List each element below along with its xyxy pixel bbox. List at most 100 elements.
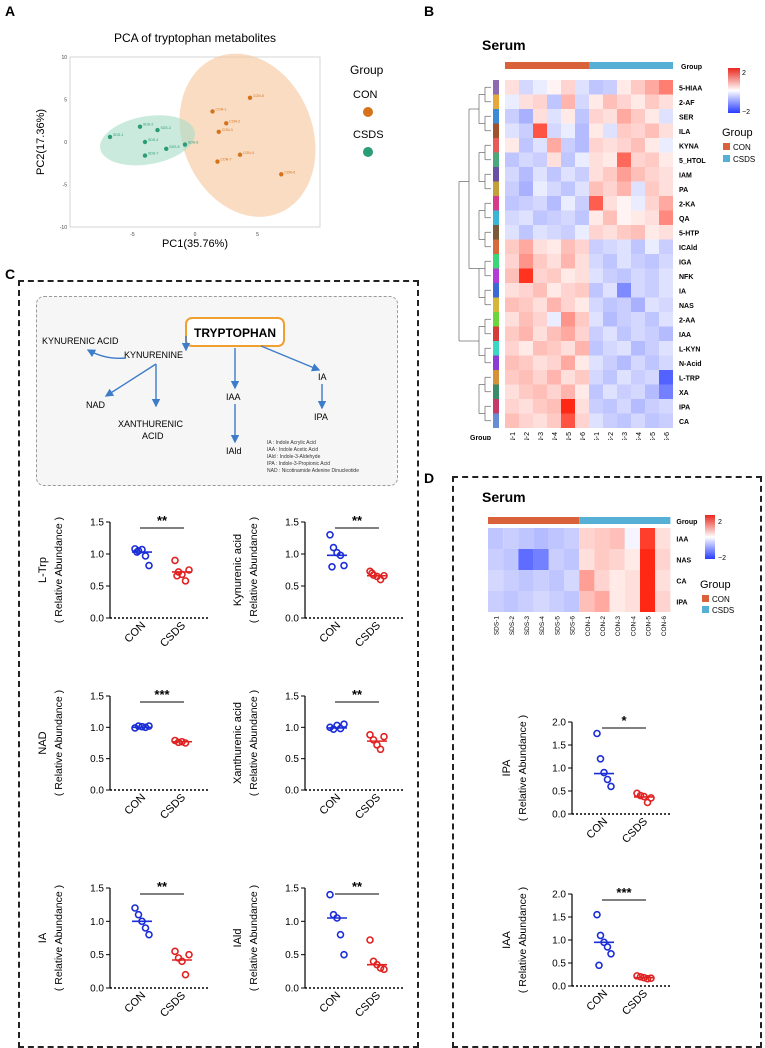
con-point	[215, 159, 220, 164]
heat-cell	[561, 413, 575, 428]
heat-cell	[561, 254, 575, 269]
row-annotation	[493, 413, 499, 428]
heat-cell	[533, 268, 547, 283]
csds-point	[142, 153, 148, 158]
csds-ellipse	[100, 115, 195, 166]
pathway-note: NAD : Nicotinamide Adenine Dinucleotide	[267, 468, 359, 474]
y-tick-label: 1.5	[90, 518, 104, 529]
heat-cell	[505, 326, 519, 341]
pca-ytick: -10	[60, 225, 67, 231]
heat-cell	[659, 413, 673, 428]
row-annotation	[493, 167, 499, 182]
con-dot	[145, 930, 153, 939]
con-point	[279, 172, 284, 177]
heat-cell	[575, 123, 589, 138]
heat-col-label: CON-5	[566, 432, 573, 440]
heat-cell	[488, 591, 504, 612]
heat-row-label: IA	[679, 288, 686, 295]
heat-cell	[609, 528, 625, 549]
con-dot	[596, 754, 605, 763]
heat-col-label: CON-3	[615, 616, 622, 637]
heat-cell	[631, 80, 645, 95]
heat-cell	[659, 283, 673, 298]
heat-cell	[659, 138, 673, 153]
con-dot	[600, 768, 608, 777]
row-annotation	[493, 138, 499, 153]
y-axis-title: IAld	[232, 929, 244, 948]
heat-cell	[519, 283, 533, 298]
acid-label: ACID	[142, 431, 164, 441]
heat-cell	[624, 549, 640, 570]
row-annotation	[493, 370, 499, 385]
y-tick-label: 0.0	[285, 786, 299, 797]
heat-cell	[533, 326, 547, 341]
heat-cell	[603, 225, 617, 240]
heat-row-label: IAM	[679, 172, 692, 179]
csds-dot	[376, 745, 385, 754]
heat-cell	[547, 109, 561, 124]
heat-cell	[645, 109, 659, 124]
heat-cell	[518, 528, 534, 549]
y-tick-label: 0.5	[285, 754, 299, 765]
heat-cell	[624, 591, 640, 612]
heat-cell	[631, 355, 645, 370]
heat-row-label: IGA	[679, 259, 691, 266]
heat-cell	[505, 254, 519, 269]
heat-cell	[533, 138, 547, 153]
heat-cell	[645, 384, 659, 399]
heat-cell	[659, 370, 673, 385]
heat-cell	[547, 312, 561, 327]
heat-legend-label: CON	[712, 595, 730, 604]
heat-cell	[640, 591, 656, 612]
row-annotation	[493, 94, 499, 109]
tryptophan-label: TRYPTOPHAN	[194, 326, 276, 340]
heat-cell	[519, 297, 533, 312]
heat-cell	[589, 94, 603, 109]
heat-cell	[645, 268, 659, 283]
heat-cell	[589, 239, 603, 254]
csds-dot	[643, 798, 652, 807]
heat-cell	[561, 283, 575, 298]
heat-cell	[579, 528, 595, 549]
heat-cell	[631, 225, 645, 240]
heat-cell	[505, 138, 519, 153]
heat-cell	[603, 341, 617, 356]
heat-cell	[561, 123, 575, 138]
y-tick-label: 1.5	[552, 913, 566, 924]
heat-cell	[519, 138, 533, 153]
heat-cell	[624, 528, 640, 549]
heat-col-label: SDS-3	[622, 432, 629, 440]
heat-cell	[631, 167, 645, 182]
con-point	[224, 121, 229, 126]
heat-cell	[575, 167, 589, 182]
heat-cell	[547, 254, 561, 269]
x-category-label: CON	[584, 988, 610, 1014]
y-axis-title: IPA	[501, 759, 513, 777]
scale-min: −2	[718, 555, 726, 562]
heat-row-label: 5-HTP	[679, 230, 700, 237]
row-annotation	[493, 268, 499, 283]
row-annotation	[493, 239, 499, 254]
heat-cell	[547, 283, 561, 298]
heat-cell	[645, 94, 659, 109]
heat-cell	[589, 225, 603, 240]
heat-cell	[645, 312, 659, 327]
heat-cell	[579, 591, 595, 612]
row-annotation	[493, 312, 499, 327]
heat-cell	[561, 138, 575, 153]
heat-cell	[617, 297, 631, 312]
heat-cell	[594, 591, 610, 612]
con-point	[210, 109, 215, 114]
pca-xtick: 5	[256, 232, 259, 238]
heat-col-label: CON-1	[510, 432, 517, 440]
heat-cell	[503, 528, 519, 549]
heat-cell	[519, 399, 533, 414]
heat-col-label: SDS-5	[554, 616, 561, 636]
con-dot	[603, 775, 612, 784]
heat-cell	[533, 225, 547, 240]
heat-cell	[617, 239, 631, 254]
heat-cell	[575, 326, 589, 341]
con-dot	[145, 722, 153, 730]
group-bar-con	[488, 517, 580, 524]
heat-cell	[561, 341, 575, 356]
